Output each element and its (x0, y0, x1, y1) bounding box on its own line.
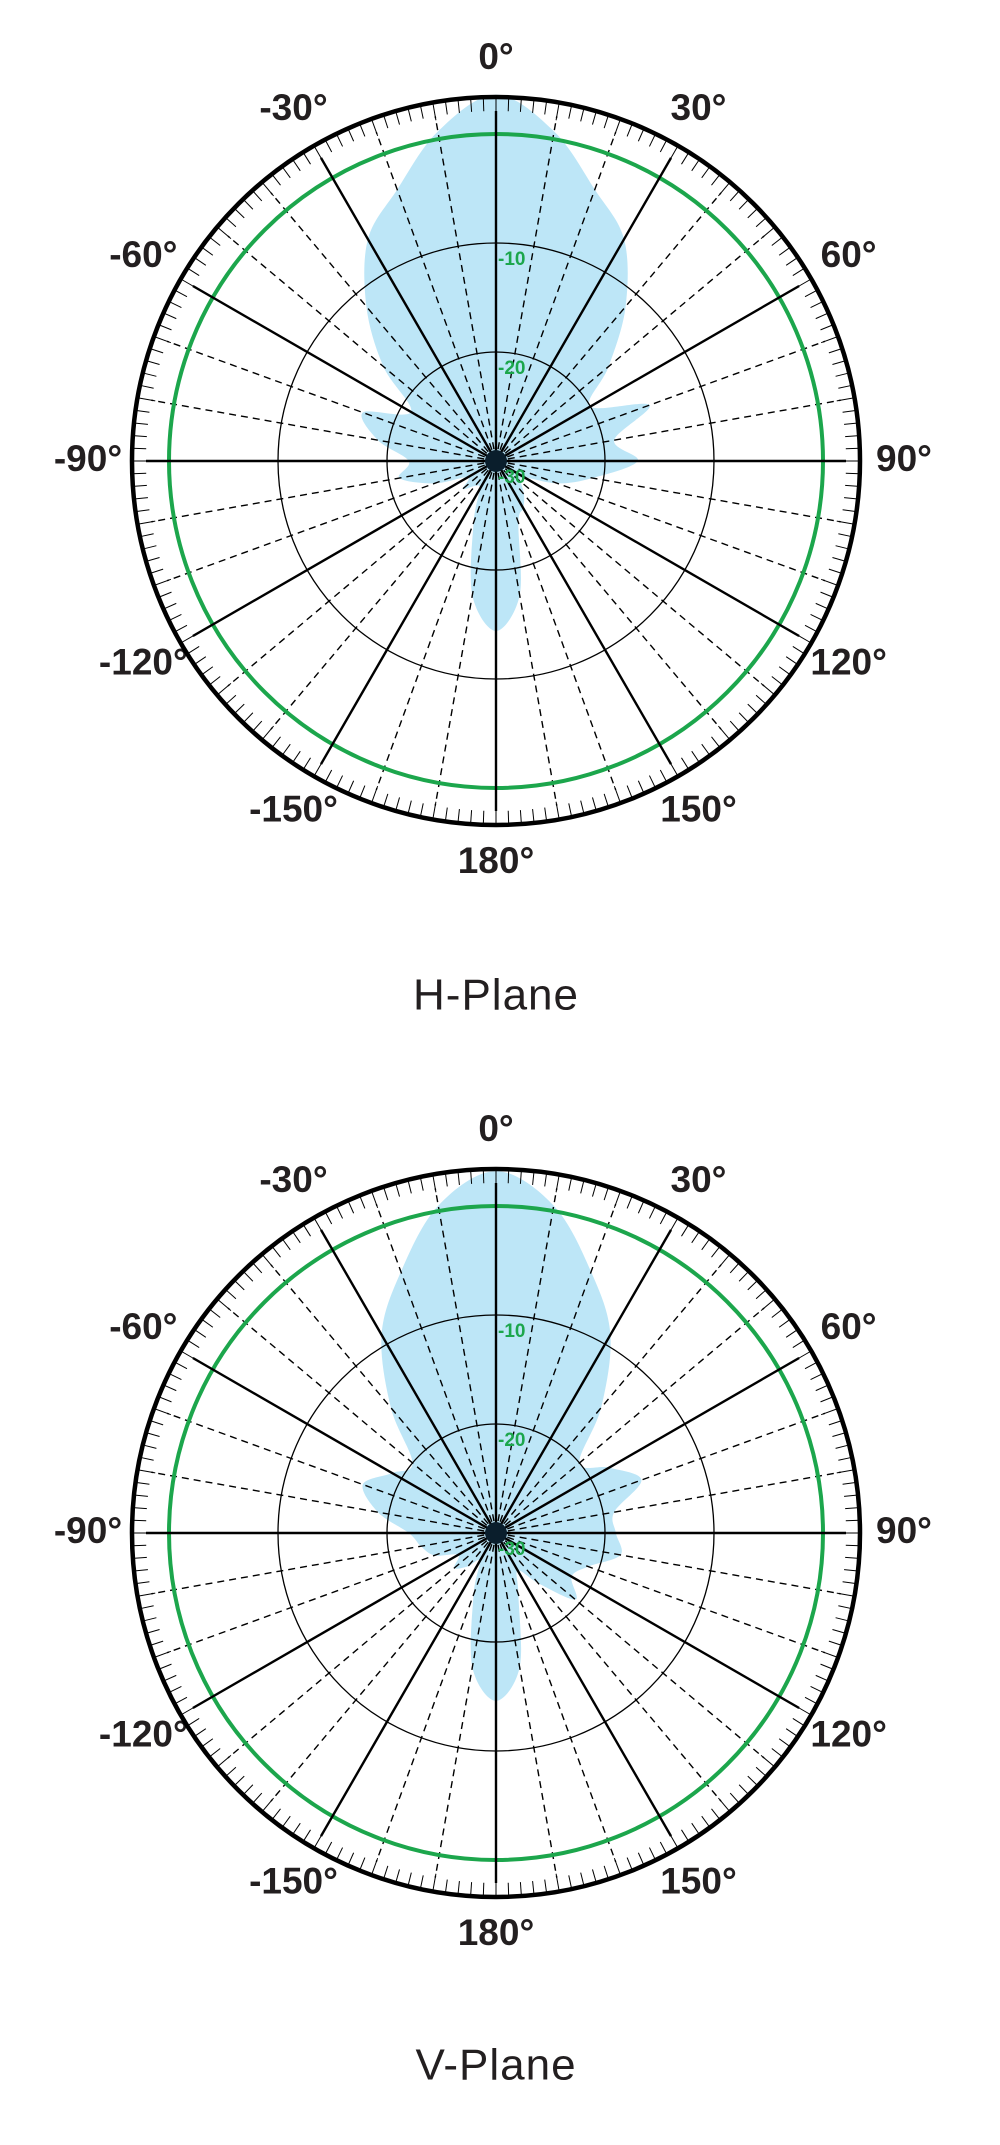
angle-label: 150° (660, 789, 737, 830)
r-tick-label: -20 (498, 358, 525, 379)
r-tick-label: -30 (498, 467, 525, 488)
polar-chart: 0° 30° 60° 90° 120° 150° 180° -150° -120° -90° -60… (54, 36, 932, 1020)
angle-label: 30° (671, 1159, 727, 1200)
angle-label: 30° (671, 87, 727, 128)
angle-label: 150° (660, 1861, 737, 1902)
r-tick-label: -10 (498, 1321, 525, 1342)
angle-label: 180° (458, 840, 535, 881)
angle-label: 60° (821, 234, 877, 275)
angle-label: -90° (54, 1510, 122, 1551)
angle-label: 90° (876, 1510, 932, 1551)
polar-chart: 0° 30° 60° 90° 120° 150° 180° -150° -120° -90° -60… (54, 1108, 932, 2090)
angle-label: -150° (249, 1861, 338, 1902)
chart-title: V-Plane (415, 2041, 576, 2090)
angle-label: -120° (99, 641, 188, 682)
angle-label: -30° (259, 87, 327, 128)
angle-label: -30° (259, 1159, 327, 1200)
angle-label: 90° (876, 438, 932, 479)
r-tick-label: -10 (498, 249, 525, 270)
r-tick-label: -30 (498, 1539, 525, 1560)
angle-label: -150° (249, 789, 338, 830)
angle-label: 60° (821, 1306, 877, 1347)
angle-label: -90° (54, 438, 122, 479)
angle-label: 120° (810, 641, 887, 682)
chart-title: H-Plane (413, 971, 579, 1020)
angle-label: 0° (478, 1108, 513, 1149)
angle-label: 0° (478, 36, 513, 77)
angle-label: -60° (109, 234, 177, 275)
r-tick-label: -20 (498, 1430, 525, 1451)
angle-label: 120° (810, 1713, 887, 1754)
angle-label: -120° (99, 1713, 188, 1754)
angle-label: -60° (109, 1306, 177, 1347)
angle-label: 180° (458, 1912, 535, 1953)
